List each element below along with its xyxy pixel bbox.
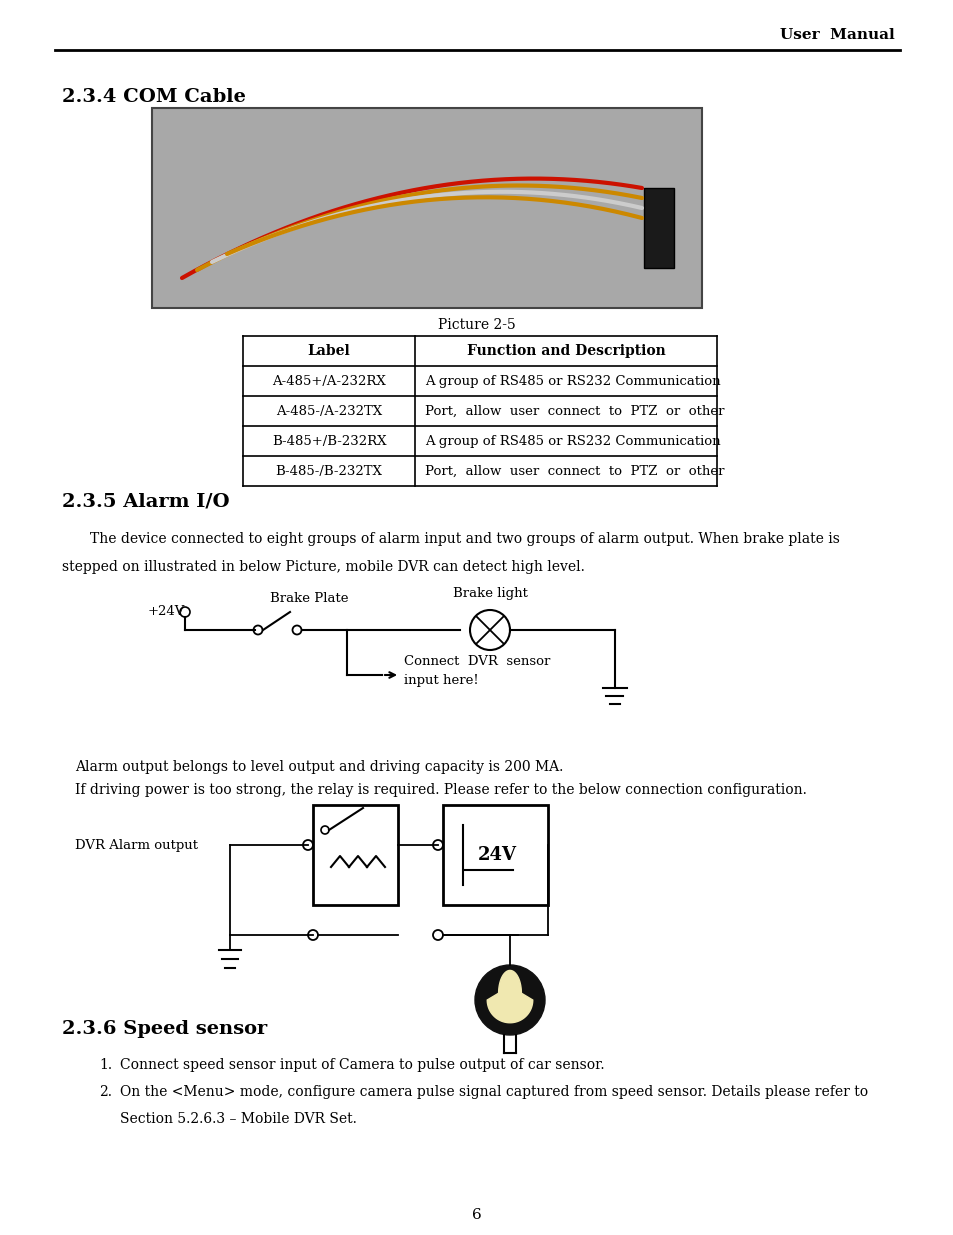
- Circle shape: [475, 965, 544, 1035]
- Text: 2.: 2.: [99, 1086, 112, 1099]
- Text: Connect speed sensor input of Camera to pulse output of car sensor.: Connect speed sensor input of Camera to …: [120, 1058, 604, 1072]
- Text: Port,  allow  user  connect  to  PTZ  or  other: Port, allow user connect to PTZ or other: [424, 464, 723, 478]
- Text: The device connected to eight groups of alarm input and two groups of alarm outp: The device connected to eight groups of …: [90, 532, 839, 546]
- Text: DVR Alarm output: DVR Alarm output: [75, 839, 198, 851]
- Text: If driving power is too strong, the relay is required. Please refer to the below: If driving power is too strong, the rela…: [75, 783, 806, 797]
- Text: On the <Menu> mode, configure camera pulse signal captured from speed sensor. De: On the <Menu> mode, configure camera pul…: [120, 1086, 867, 1099]
- Text: B-485-/B-232TX: B-485-/B-232TX: [275, 464, 382, 478]
- Bar: [152, 107, 701, 308]
- Text: 1.: 1.: [99, 1058, 112, 1072]
- Text: Brake Plate: Brake Plate: [270, 592, 348, 605]
- Bar: [313, 805, 397, 905]
- Text: Label: Label: [307, 345, 350, 358]
- Text: A group of RS485 or RS232 Communication: A group of RS485 or RS232 Communication: [424, 374, 720, 388]
- Text: User  Manual: User Manual: [780, 28, 894, 42]
- Text: 24V: 24V: [477, 846, 517, 864]
- Text: Function and Description: Function and Description: [466, 345, 664, 358]
- Text: 2.3.4 COM Cable: 2.3.4 COM Cable: [62, 88, 246, 106]
- Text: A group of RS485 or RS232 Communication: A group of RS485 or RS232 Communication: [424, 435, 720, 447]
- Polygon shape: [487, 971, 532, 1023]
- Text: input here!: input here!: [403, 674, 478, 687]
- Text: B-485+/B-232RX: B-485+/B-232RX: [272, 435, 386, 447]
- Text: stepped on illustrated in below Picture, mobile DVR can detect high level.: stepped on illustrated in below Picture,…: [62, 559, 584, 574]
- Bar: [442, 805, 547, 905]
- Text: 2.3.6 Speed sensor: 2.3.6 Speed sensor: [62, 1020, 267, 1037]
- Text: Port,  allow  user  connect  to  PTZ  or  other: Port, allow user connect to PTZ or other: [424, 405, 723, 417]
- Text: +24V: +24V: [148, 605, 185, 618]
- Text: A-485+/A-232RX: A-485+/A-232RX: [272, 374, 385, 388]
- Text: Brake light: Brake light: [452, 587, 527, 600]
- Text: 2.3.5 Alarm I/O: 2.3.5 Alarm I/O: [62, 493, 230, 511]
- Text: 6: 6: [472, 1208, 481, 1221]
- Bar: [643, 188, 673, 268]
- Text: Connect  DVR  sensor: Connect DVR sensor: [403, 655, 550, 668]
- Text: Section 5.2.6.3 – Mobile DVR Set.: Section 5.2.6.3 – Mobile DVR Set.: [120, 1112, 356, 1126]
- Text: Alarm output belongs to level output and driving capacity is 200 MA.: Alarm output belongs to level output and…: [75, 760, 563, 774]
- Text: A-485-/A-232TX: A-485-/A-232TX: [275, 405, 381, 417]
- Text: Picture 2-5: Picture 2-5: [437, 317, 516, 332]
